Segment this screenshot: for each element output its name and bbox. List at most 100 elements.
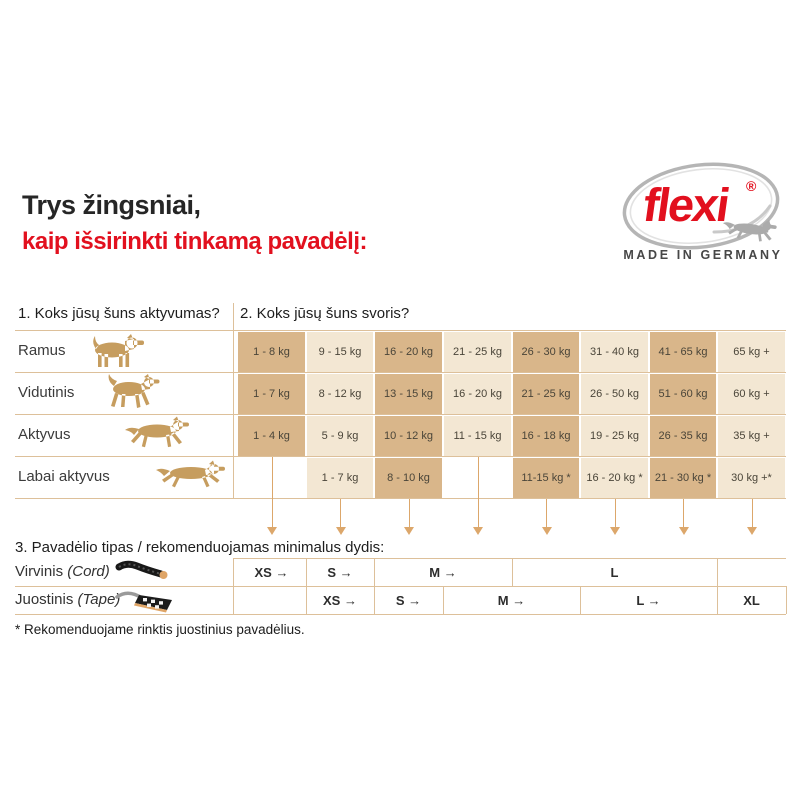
size-cell-divider [233,586,234,614]
dog-sprinting-icon [150,459,230,495]
size-cell: XL [743,593,760,608]
leash-type-label: Juostinis (Tape) [15,586,120,614]
arrow-down-icon [678,527,689,535]
size-table-bottom-border [15,614,786,615]
size-cell-divider [580,586,581,614]
size-cell: M → [497,593,526,608]
weight-cell: 60 kg + [718,374,785,414]
weight-cell: 31 - 40 kg [581,332,648,372]
size-cell: M → [429,565,457,580]
table-row-divider [15,330,786,331]
arrow-line [614,499,616,527]
weight-cell: 8 - 12 kg [307,374,373,414]
page-title-line1: Trys žingsniai, [22,190,201,220]
arrow-line [683,499,684,527]
arrow-line [408,499,410,527]
leash-type-name: Virvinis [15,563,68,580]
logo-wordmark: flexi [640,179,731,232]
weight-cell: 21 - 25 kg [513,374,579,414]
weight-cell: 51 - 60 kg [650,374,716,414]
table-row-divider [15,414,786,415]
arrow-down-icon [610,527,620,535]
weight-cell: 9 - 15 kg [307,332,373,372]
arrow-line [271,457,273,527]
activity-row-label: Ramus [18,342,66,359]
weight-cell: 30 kg +* [718,458,785,498]
arrow-down-icon [541,527,552,535]
cord-leash-icon [112,560,172,584]
size-cell-divider [512,558,513,586]
arrow-down-icon [473,527,483,535]
size-cell: S → [395,593,422,608]
weight-cell: 13 - 15 kg [375,374,442,414]
weight-cell: 11-15 kg * [513,458,579,498]
weight-cell: 1 - 4 kg [238,416,305,456]
leash-type-label: Virvinis (Cord) [15,558,110,586]
section-header-type: 3. Pavadėlio tipas / rekomenduojamas min… [15,539,385,556]
dog-standing-icon [82,333,152,369]
dog-running-icon [118,416,196,452]
arrow-line [751,499,753,527]
footnote: * Rekomenduojame rinktis juostinius pava… [15,622,305,637]
registered-mark: ® [746,178,757,194]
section-divider [233,303,234,498]
size-cell: XS → [323,593,357,608]
svg-text:flexi: flexi [640,179,731,232]
size-table-top-border [233,558,786,559]
weight-cell: 41 - 65 kg [650,332,716,372]
arrow-down-icon [747,527,757,535]
weight-cell: 16 - 20 kg [375,332,442,372]
weight-cell: 16 - 20 kg [444,374,511,414]
weight-cell: 1 - 7 kg [238,374,305,414]
size-cell-divider [306,586,307,614]
tape-leash-icon [112,586,180,614]
weight-cell: 16 - 20 kg * [581,458,648,498]
arrow-line [340,499,341,527]
leash-type-sub: (Cord) [67,563,110,580]
weight-cell: 26 - 50 kg [581,374,648,414]
size-cell-divider [443,586,444,614]
table-row-divider [15,498,786,499]
logo-dog-icon [722,219,777,242]
weight-cell: 11 - 15 kg [444,416,511,456]
weight-cell: 65 kg + [718,332,785,372]
arrow-line [477,457,479,527]
activity-row-label: Vidutinis [18,384,75,401]
leash-type-sub: (Tape) [77,591,121,608]
size-cell: L → [636,593,661,608]
size-cell-divider [374,558,375,586]
flexi-logo: flexi ® [618,160,788,260]
leash-type-name: Juostinis [15,591,78,608]
weight-cell: 10 - 12 kg [375,416,442,456]
table-row-divider [15,456,786,457]
weight-cell: 1 - 8 kg [238,332,305,372]
weight-cell: 26 - 35 kg [650,416,716,456]
weight-cell: 19 - 25 kg [581,416,648,456]
section-header-weight: 2. Koks jūsų šuns svoris? [240,305,410,322]
size-cell-divider [717,558,718,586]
size-cell-divider [374,586,375,614]
arrow-down-icon [267,527,277,535]
dog-trotting-icon [96,374,168,410]
weight-cell: 21 - 25 kg [444,332,511,372]
size-cell: XS → [254,565,289,580]
size-cell-divider [786,586,787,614]
size-cell-divider [306,558,307,586]
made-in-germany-label: MADE IN GERMANY [623,248,783,262]
activity-row-label: Labai aktyvus [18,468,110,485]
flexi-logo-icon: flexi ® [622,162,780,250]
weight-cell: 26 - 30 kg [513,332,579,372]
arrow-down-icon [404,527,414,535]
size-cell-divider [233,558,234,586]
weight-cell: 21 - 30 kg * [650,458,716,498]
size-row-divider [15,586,786,587]
section-header-activity: 1. Koks jūsų šuns aktyvumas? [18,305,220,322]
weight-cell: 1 - 7 kg [307,458,373,498]
table-row-divider [15,372,786,373]
size-cell-divider [717,586,718,614]
size-cell: L [610,565,619,580]
weight-cell: 16 - 18 kg [513,416,579,456]
weight-cell: 35 kg + [718,416,785,456]
arrow-line [546,499,547,527]
size-cell: S → [327,565,353,580]
